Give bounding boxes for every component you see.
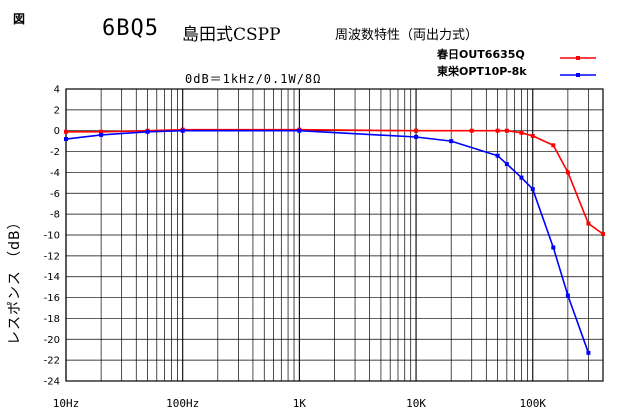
series-2-point [145,129,150,134]
x-tick-label: 10Hz [53,397,80,410]
series-1-point [504,128,509,133]
series-2-point [565,293,570,298]
series-2-point [180,128,185,133]
series-2-point [530,187,535,192]
series-2-point [551,245,556,250]
x-tick-label: 1K [293,397,307,410]
legend-label-series-1: 春日OUT6635Q [437,48,525,61]
series-2-point [297,128,302,133]
chart-subtitle: 周波数特性（両出力式） [335,28,479,43]
series-2-point [64,137,68,142]
series-2-point [449,139,454,144]
chart-title-model: 6BQ5 [102,16,159,41]
legend-marker-series-2 [576,73,580,77]
y-tick-label: -10 [44,231,60,242]
series-2-line [65,129,590,354]
y-tick-label: -14 [44,272,60,283]
chart-title: 島田式CSPP [182,25,281,45]
y-tick-label: -18 [44,314,60,325]
y-tick-label: -2 [50,147,60,158]
y-tick-label: -16 [44,293,60,304]
x-tick-label: 100K [519,397,546,410]
series-1-point [64,129,68,134]
series-1-point [551,143,556,148]
figure-label: 図 [13,12,26,26]
series-1-point [519,130,524,135]
x-tick-label: 10K [406,397,426,410]
series-1-point [414,128,419,133]
y-tick-label: -8 [50,210,60,221]
series-2-point [519,175,524,180]
series-1-point [601,231,605,236]
y-tick-label: -12 [44,251,60,262]
y-tick-label: 0 [54,126,60,137]
y-tick-label: -20 [44,335,60,346]
x-tick-label: 100Hz [166,397,199,410]
series-1-point [469,128,474,133]
y-tick-label: -22 [44,356,60,367]
series-1-point [495,128,500,133]
y-tick-label: -6 [50,189,60,200]
legend-label-series-2: 東栄OPT10P-8k [437,65,527,78]
series-1-point [530,133,535,138]
y-tick-label: 2 [54,105,60,116]
series-2-point [99,132,104,137]
series-1-point [586,221,591,226]
series-1-point [565,170,570,175]
reference-level-label: 0dB＝1kHz/0.1W/8Ω [185,72,322,86]
y-tick-label: -4 [50,168,60,179]
y-tick-label: 4 [54,85,60,96]
legend-marker-series-1 [576,56,580,60]
y-tick-label: -24 [44,377,60,388]
series-2-point [504,162,509,167]
series-2-point [414,134,419,139]
series-2-point [586,350,591,355]
series-1-point [99,129,104,134]
series-2-point [495,153,500,158]
